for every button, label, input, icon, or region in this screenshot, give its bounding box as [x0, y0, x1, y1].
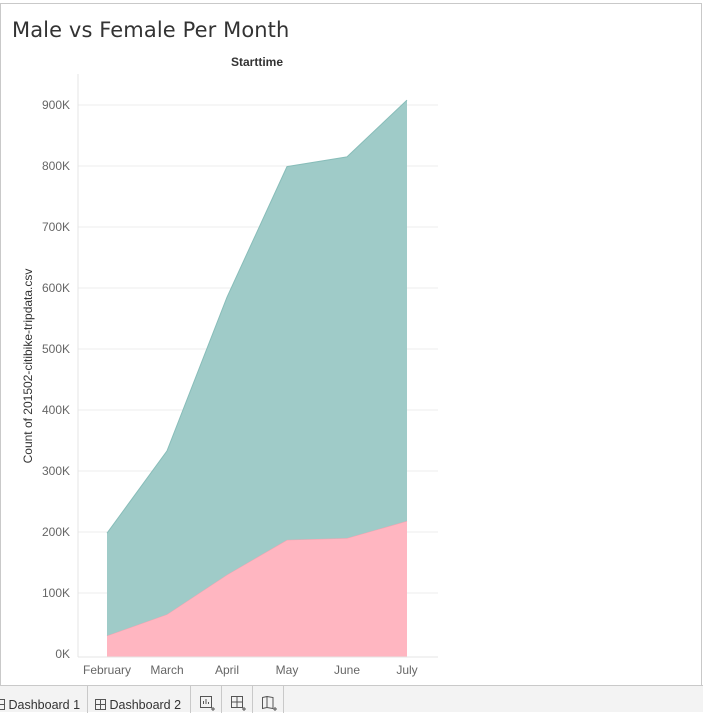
- tab-label: Dashboard 2: [109, 698, 182, 712]
- tab-dashboard-1[interactable]: Dashboard 1: [0, 686, 88, 713]
- area-series-1: [107, 521, 407, 657]
- chart-axes: 0K 100K 200K 300K 400K 500K 600K 700K 800K 900K Fe…: [42, 74, 438, 677]
- new-story-icon: [262, 696, 277, 711]
- area-series-2-line: [106, 99, 408, 534]
- new-dashboard-icon: [231, 696, 246, 711]
- dashboard-frame: Male vs Female Per Month 0K 100K 200K 300K 4…: [0, 3, 702, 685]
- area-series-2: [107, 100, 407, 636]
- y-tick-label: 400K: [42, 403, 70, 417]
- x-tick-label: March: [150, 663, 183, 677]
- x-tick-label: February: [83, 663, 131, 677]
- new-worksheet-icon: [200, 696, 215, 711]
- sheet-tab-bar: Dashboard 1 Dashboard 2: [0, 685, 703, 713]
- y-tick-label: 100K: [42, 586, 70, 600]
- y-tick-label: 500K: [42, 342, 70, 356]
- new-worksheet-button[interactable]: [192, 686, 222, 713]
- y-tick-label: 600K: [42, 281, 70, 295]
- y-tick-label: 900K: [42, 98, 70, 112]
- dashboard-icon: [95, 699, 106, 710]
- y-tick-label: 700K: [42, 220, 70, 234]
- new-story-button[interactable]: [254, 686, 284, 713]
- y-axis-label: Count of 201502-citibike-tripdata.csv: [21, 269, 35, 464]
- x-tick-label: April: [215, 663, 239, 677]
- x-tick-label: July: [396, 663, 417, 677]
- y-tick-label: 800K: [42, 159, 70, 173]
- y-tick-label: 200K: [42, 525, 70, 539]
- tab-label: Dashboard 1: [8, 698, 81, 712]
- chart-areas: [106, 99, 408, 657]
- new-dashboard-button[interactable]: [223, 686, 253, 713]
- y-tick-label: 0K: [55, 647, 70, 661]
- x-tick-label: June: [334, 663, 360, 677]
- dashboard-title: Male vs Female Per Month: [12, 18, 290, 42]
- dashboard-icon: [0, 699, 5, 710]
- y-tick-label: 300K: [42, 464, 70, 478]
- area-chart: 0K 100K 200K 300K 400K 500K 600K 700K 800K 900K Fe…: [21, 55, 438, 677]
- chart-header-title: Starttime: [231, 55, 283, 69]
- x-tick-label: May: [276, 663, 299, 677]
- tab-dashboard-2[interactable]: Dashboard 2: [88, 686, 191, 713]
